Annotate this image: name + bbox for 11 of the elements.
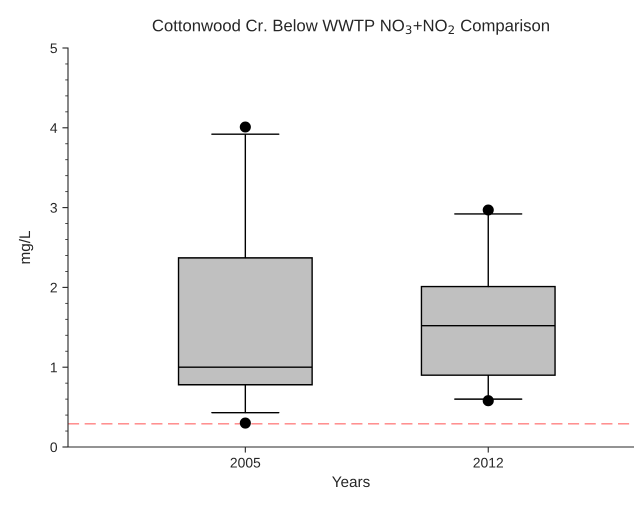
y-axis-title: mg/L bbox=[18, 231, 34, 264]
y-tick-label: 4 bbox=[50, 123, 58, 133]
x-axis-title: Years bbox=[332, 476, 370, 488]
y-tick-label: 3 bbox=[50, 202, 57, 213]
y-tick-label: 0 bbox=[50, 442, 58, 452]
y-tick-label: 2 bbox=[50, 282, 57, 292]
y-tick-label: 1 bbox=[50, 362, 57, 372]
x-tick-label: 2012 bbox=[474, 458, 503, 468]
x-tick-label: 2005 bbox=[230, 458, 260, 468]
y-tick-label: 5 bbox=[50, 43, 57, 54]
chart-title: Cottonwood Cr. Below WWTP NO$_{3}$+NO$_{2}$ Comparison bbox=[152, 19, 549, 35]
